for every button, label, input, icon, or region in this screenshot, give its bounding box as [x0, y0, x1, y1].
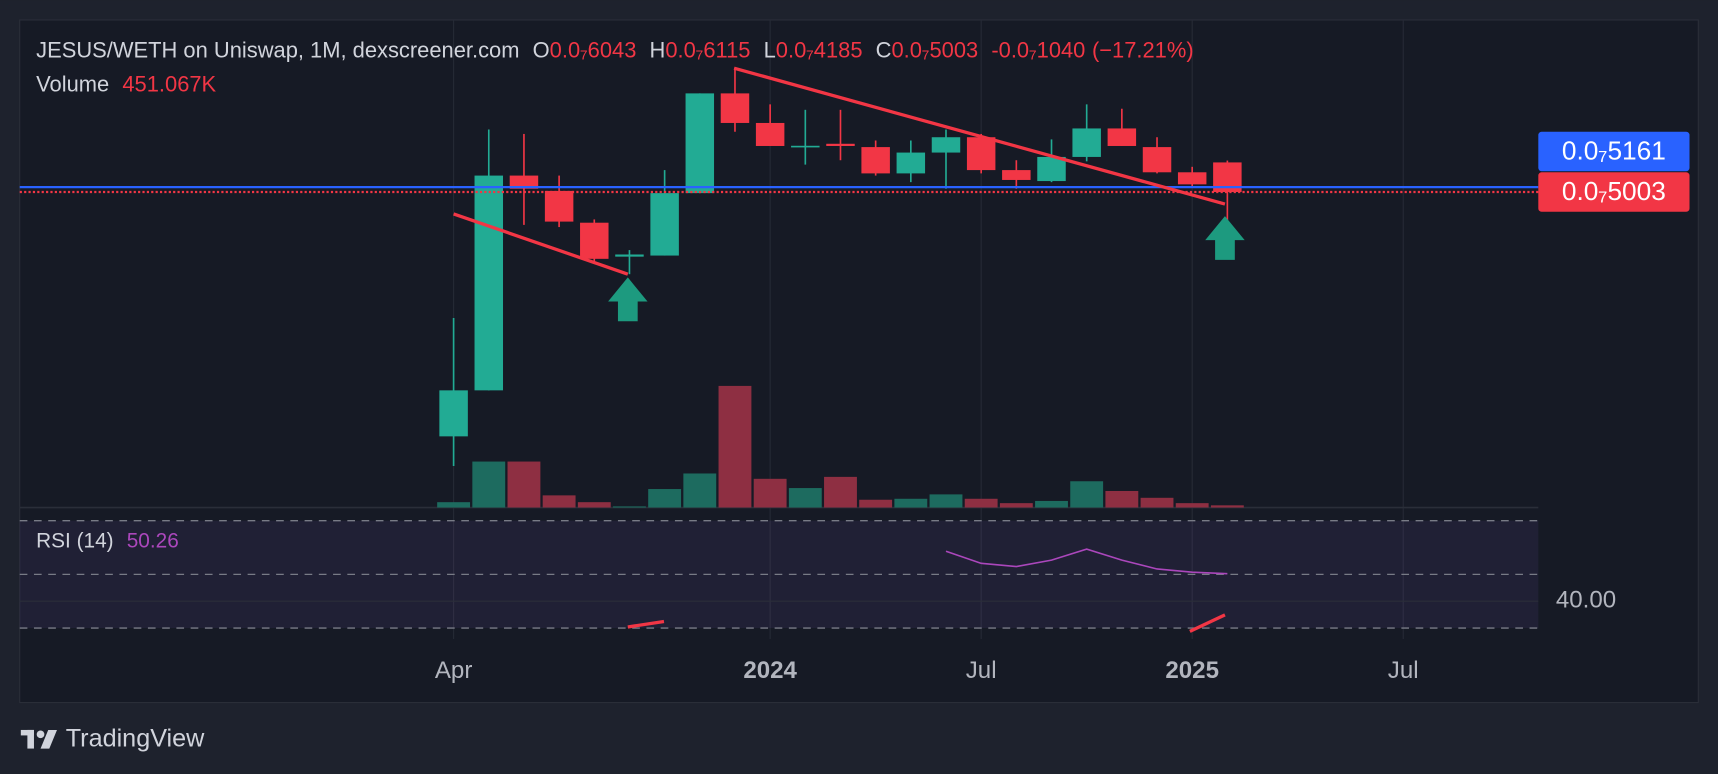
candle-body — [685, 93, 715, 194]
grid — [19, 19, 1539, 640]
legend-key: O — [533, 38, 550, 63]
trend-line — [733, 66, 1226, 206]
volume-bar — [1035, 500, 1068, 508]
legend-key: H — [650, 38, 666, 63]
drawings — [453, 66, 1226, 633]
volume-bar — [1210, 505, 1244, 508]
candle-body — [791, 145, 820, 148]
trend-line — [453, 212, 629, 276]
legend-change-pct: (−17.21%) — [1092, 38, 1194, 63]
rsi-tick-label: 40.00 — [1556, 587, 1616, 614]
price-label: 0.0₇5161 — [1562, 136, 1666, 166]
price-label: 0.0₇5003 — [1562, 176, 1666, 206]
volume-bar — [613, 506, 646, 508]
rsi-trend-line — [1189, 613, 1226, 633]
volume-bar — [683, 473, 717, 508]
volume-bar — [788, 488, 822, 508]
volume-bar — [753, 478, 787, 508]
rsi-line — [945, 548, 1228, 575]
chart-frame — [19, 19, 1699, 704]
volume-bar — [648, 489, 682, 508]
candle-body — [580, 222, 609, 259]
volume-bar — [929, 494, 963, 508]
candle-body — [1072, 128, 1101, 157]
volume-bar — [824, 476, 857, 508]
up-arrow — [1205, 216, 1245, 260]
volume-bar — [859, 499, 893, 508]
volume-legend: Volume 451.067K — [36, 71, 216, 96]
logo-part — [36, 730, 45, 739]
volume-value: 451.067K — [122, 71, 216, 96]
volume-bar — [1175, 503, 1209, 508]
brand-logo — [20, 729, 57, 749]
candle-body — [439, 390, 468, 437]
up-arrow — [608, 277, 648, 322]
candle-body — [1142, 147, 1172, 173]
candle-body — [720, 93, 750, 123]
volume-bar — [542, 495, 576, 508]
volume-bar — [1140, 497, 1174, 508]
candle-body — [826, 143, 855, 146]
candle-body — [544, 190, 574, 222]
legend-key: C — [876, 38, 892, 63]
legend-value: 0.0₇6115 — [665, 38, 750, 63]
x-tick-label: 2025 — [1165, 657, 1219, 684]
x-tick-label: 2024 — [743, 657, 797, 684]
legend: JESUS/WETH on Uniswap, 1M, dexscreener.c… — [36, 38, 1193, 63]
volume-bar — [999, 503, 1033, 508]
rsi-trend-line — [627, 619, 665, 629]
legend-value: 0.0₇4185 — [776, 38, 863, 63]
candle-body — [755, 122, 785, 146]
legend-change: -0.0₇1040 — [991, 38, 1085, 63]
candle-body — [931, 137, 961, 153]
rsi-value: 50.26 — [127, 529, 179, 552]
volume-bar — [964, 498, 998, 508]
volume-bar — [437, 502, 471, 508]
logo-part — [27, 729, 34, 749]
volume-bar — [577, 502, 611, 508]
candle-body — [474, 175, 504, 391]
candle-body — [861, 147, 890, 174]
rsi-legend: RSI (14) 50.26 — [36, 529, 179, 552]
volume-bar — [718, 385, 752, 508]
brand-name: TradingView — [66, 724, 205, 752]
marks — [19, 68, 1539, 575]
logo-part — [40, 729, 57, 749]
candle-body — [1177, 172, 1207, 185]
candle-body — [966, 137, 996, 171]
volume-bar — [472, 461, 506, 508]
legend-value: 0.0₇6043 — [550, 38, 637, 63]
candle-body — [650, 193, 679, 256]
x-tick-label: Apr — [435, 657, 472, 684]
rsi-name: RSI (14) — [36, 529, 113, 552]
candle-body — [1107, 128, 1137, 146]
price-label-box — [1538, 131, 1690, 172]
volume-bar — [507, 461, 541, 508]
price-label-box — [1538, 172, 1690, 212]
candle-body — [509, 175, 539, 189]
legend-value: 0.0₇5003 — [891, 38, 978, 63]
volume-bar — [894, 498, 928, 508]
candle-body — [1002, 170, 1031, 180]
chart-title: JESUS/WETH on Uniswap, 1M, dexscreener.c… — [36, 38, 519, 63]
x-tick-label: Jul — [966, 657, 997, 684]
volume-name: Volume — [36, 71, 109, 96]
legend-key: L — [764, 38, 776, 63]
volume-bar — [1070, 481, 1104, 508]
candle-body — [615, 254, 644, 257]
candle-body — [1037, 156, 1066, 182]
volume-bar — [1105, 490, 1139, 508]
x-tick-label: Jul — [1388, 657, 1419, 684]
labels: Apr 2024 Jul 2025 Jul 40.00 0.0₇5161 0.0₇5003 — [435, 131, 1690, 684]
candle-body — [896, 152, 926, 174]
